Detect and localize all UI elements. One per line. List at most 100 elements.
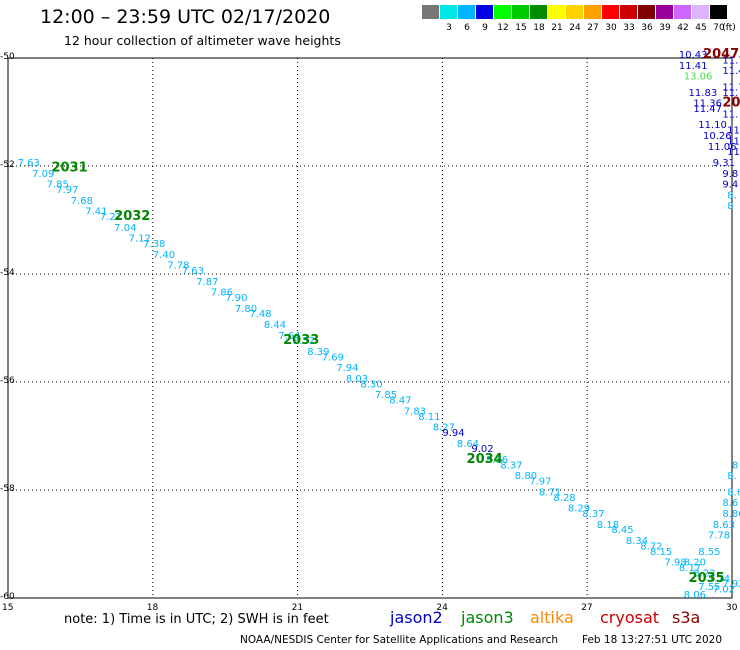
swh-value: 7.63 xyxy=(18,158,40,169)
legend-swatch xyxy=(638,5,655,19)
legend-value: 18 xyxy=(533,23,545,33)
swh-value: 7.41 xyxy=(85,207,107,218)
footer-note: note: 1) Time is in UTC; 2) SWH is in fe… xyxy=(64,612,329,627)
swh-value: 7.09 xyxy=(32,169,54,180)
legend-value: 9 xyxy=(482,23,488,33)
swh-value: 8.06 xyxy=(684,590,706,601)
swh-value: 11.47 xyxy=(693,104,722,115)
swh-value: 8.28 xyxy=(553,493,575,504)
swh-value: 11.4 xyxy=(722,66,740,77)
legend-value: 39 xyxy=(659,23,671,33)
swh-value: 7.12 xyxy=(129,234,151,245)
swh-value: 8.30 xyxy=(360,379,382,390)
time-label: 2032 xyxy=(114,209,150,224)
swh-value: 8.47 xyxy=(389,396,411,407)
swh-value: 7.40 xyxy=(153,250,175,261)
legend-swatch xyxy=(656,5,673,19)
legend-swatch xyxy=(494,5,511,19)
legend-value: 15 xyxy=(515,23,527,33)
legend-value: 3 xyxy=(446,23,452,33)
swh-value: 7.63 xyxy=(182,266,204,277)
swh-value: 8.55 xyxy=(698,547,720,558)
legend-swatch xyxy=(674,5,691,19)
swh-value: 7.83 xyxy=(404,406,426,417)
swh-value: 7.85 xyxy=(47,180,69,191)
swh-value: 8.37 xyxy=(582,509,604,520)
swh-value: 11 xyxy=(727,136,740,147)
swh-value: 8.45 xyxy=(611,525,633,536)
satellite-label: jason2 xyxy=(390,608,443,627)
swh-value: 8.63 xyxy=(713,520,735,531)
map-frame xyxy=(7,57,733,599)
legend-value: 42 xyxy=(677,23,689,33)
lon-tick-label: 21 xyxy=(291,603,304,613)
swh-value: 7.04 xyxy=(114,223,136,234)
legend-swatch xyxy=(584,5,601,19)
swh-value: 7.74 xyxy=(708,574,730,585)
swh-value: 7.97 xyxy=(56,185,78,196)
map-title: 12:00 – 23:59 UTC 02/17/2020 xyxy=(40,6,331,28)
time-label: 2033 xyxy=(283,333,319,348)
swh-value: 8. xyxy=(727,190,737,201)
swh-value: 7.69 xyxy=(322,352,344,363)
swh-value: 8.86 xyxy=(722,509,740,520)
swh-value: 11.41 xyxy=(679,61,708,72)
swh-value: 11.83 xyxy=(689,88,718,99)
swh-value: 7.48 xyxy=(249,309,271,320)
swh-value: 7.80 xyxy=(235,304,257,315)
swh-value: 7.90 xyxy=(225,293,247,304)
swh-value: 7.78 xyxy=(708,531,730,542)
legend-value: 12 xyxy=(497,23,509,33)
swh-value: 9.02 xyxy=(471,444,493,455)
lat-tick-label: -60 xyxy=(0,592,15,602)
legend-swatch xyxy=(476,5,493,19)
swh-value: 8.18 xyxy=(597,520,619,531)
lon-tick-label: 30 xyxy=(726,603,738,613)
swh-value: 8.6 xyxy=(722,498,738,509)
swh-value: 8.52 xyxy=(293,336,315,347)
legend-value: 21 xyxy=(551,23,563,33)
swh-value: 8.80 xyxy=(515,471,537,482)
legend-swatch xyxy=(692,5,709,19)
lon-tick-label: 18 xyxy=(146,603,159,613)
credit-line: NOAA/NESDIS Center for Satellite Applica… xyxy=(240,634,558,646)
satellite-label: altika xyxy=(530,608,574,627)
swh-value: 8.44 xyxy=(264,320,286,331)
lat-tick-label: -52 xyxy=(0,160,15,170)
lon-tick-label: 27 xyxy=(581,603,593,613)
swh-value: 9.8 xyxy=(722,169,738,180)
lat-tick-label: -56 xyxy=(0,376,15,386)
legend-swatch xyxy=(512,5,529,19)
lon-tick-label: 24 xyxy=(436,603,448,613)
lat-tick-label: -54 xyxy=(0,268,15,278)
swh-value: 7.21 xyxy=(100,212,122,223)
swh-value: 7.86 xyxy=(211,288,233,299)
swh-value: 8.17 xyxy=(679,563,701,574)
swh-value: 8.72 xyxy=(640,541,662,552)
lat-tick-label: -58 xyxy=(0,484,15,494)
legend-swatch xyxy=(530,5,547,19)
legend-swatch xyxy=(422,5,439,19)
legend-swatch xyxy=(440,5,457,19)
swh-value: 8 xyxy=(732,460,738,471)
lat-tick-label: -50 xyxy=(0,52,15,62)
swh-value: 8.86 xyxy=(486,455,508,466)
swh-value: 7.94 xyxy=(336,363,358,374)
satellite-label: s3a xyxy=(672,608,701,627)
swh-value: 11.10 xyxy=(698,120,727,131)
swh-value: 7.87 xyxy=(196,277,218,288)
swh-value: 9.31 xyxy=(713,158,735,169)
legend-swatch xyxy=(620,5,637,19)
legend-value: 30 xyxy=(605,23,617,33)
swh-value: 7.02 xyxy=(713,585,735,596)
swh-value: 8. xyxy=(727,471,737,482)
time-label: 2035 xyxy=(689,571,725,586)
swh-value: 9.94 xyxy=(442,428,464,439)
swh-value: 8.20 xyxy=(684,558,706,569)
time-label: 20 xyxy=(722,96,740,111)
swh-value: 10.26 xyxy=(703,131,732,142)
swh-value: 8.27 xyxy=(433,423,455,434)
swh-value: 7.78 xyxy=(167,261,189,272)
swh-value: 11.7 xyxy=(722,55,740,66)
